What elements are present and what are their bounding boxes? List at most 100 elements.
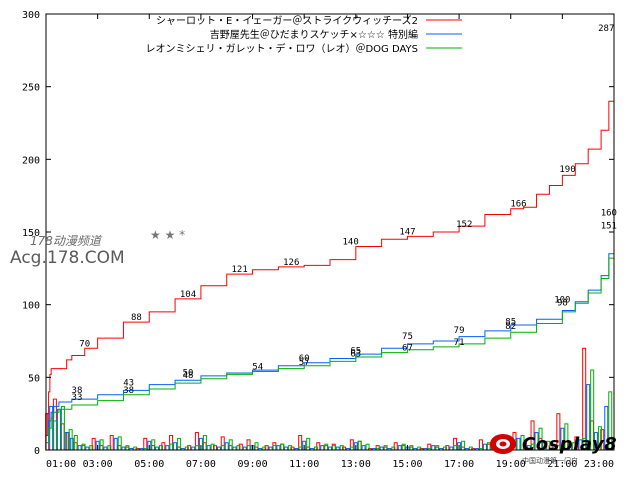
data-label: 190: [559, 165, 575, 175]
histogram-bar-green: [254, 442, 259, 451]
watermark-text-top: 178动漫频道: [30, 234, 101, 248]
histogram-bar-green: [89, 445, 94, 451]
data-label: 38: [123, 386, 134, 396]
histogram-bar-green: [60, 405, 65, 451]
data-label: 85: [505, 317, 516, 327]
y-tick-label: 100: [22, 301, 40, 312]
x-tick-label: 03:00: [83, 459, 113, 470]
x-tick-label: 17:00: [444, 459, 474, 470]
series-line-3: [46, 230, 615, 444]
x-tick-label: 19:00: [496, 459, 526, 470]
histogram-bar-green: [246, 445, 251, 451]
data-label: 152: [456, 220, 472, 230]
y-tick-label: 0: [34, 446, 40, 457]
data-label: 151: [601, 222, 617, 232]
histogram-bar-blue: [77, 445, 82, 451]
histogram-bar-green: [324, 443, 329, 451]
histogram-bar-green: [228, 439, 233, 451]
data-label: 60: [299, 354, 310, 364]
histogram-bar-blue: [165, 445, 170, 451]
data-label: 160: [601, 208, 617, 218]
x-tick-label: 07:00: [186, 459, 216, 470]
data-label: 100: [554, 296, 570, 306]
histogram-bar-blue: [173, 442, 178, 451]
legend-label-1: シャーロット・E・イェーガー＠ストライクウィッチーズ2: [156, 14, 418, 27]
histogram-bar-green: [151, 439, 156, 451]
acg178-watermark: 178动漫频道 ★ ★ * Acg.178.COM: [10, 228, 190, 282]
histogram-bar-green: [409, 445, 414, 451]
series-line-1: [46, 32, 615, 436]
histogram-bar-green: [53, 420, 58, 451]
histogram-bar-blue: [361, 445, 366, 451]
data-label: 140: [343, 238, 359, 248]
histogram-bar-green: [107, 445, 112, 451]
data-label: 82: [505, 322, 516, 332]
data-label: 57: [299, 358, 310, 368]
histogram-bar-green: [220, 445, 225, 451]
legend-label-3: レオンミシェリ・ガレット・デ・ロワ（レオ）＠DOG DAYS: [145, 42, 418, 55]
histogram-bar-green: [453, 445, 458, 451]
data-label: 50: [183, 368, 194, 378]
data-label: 71: [454, 338, 465, 348]
legend: シャーロット・E・イェーガー＠ストライクウィッチーズ2吉野屋先生＠ひだまりスケッ…: [145, 14, 462, 55]
star-icon: ★ ★ *: [150, 228, 186, 242]
histogram-bar-green: [99, 439, 104, 451]
histogram-bar-green: [461, 440, 466, 451]
histogram-bar-green: [125, 445, 130, 451]
histogram-bar-green: [159, 445, 164, 451]
x-tick-label: 05:00: [134, 459, 164, 470]
data-label: 121: [232, 265, 248, 275]
data-label: 126: [283, 258, 299, 268]
data-label: 287: [598, 24, 614, 34]
x-tick-label: 01:00: [46, 459, 76, 470]
data-label: 88: [131, 313, 142, 323]
watermark-text-bottom: Acg.178.COM: [10, 248, 125, 268]
x-tick-label: 23:00: [584, 459, 614, 470]
histogram-bar-green: [383, 445, 388, 451]
cosplay8-watermark: Cosplay8 中国动漫第一门户: [484, 428, 634, 474]
histogram-bar-green: [435, 445, 440, 451]
histogram-bar-green: [332, 445, 336, 451]
histogram-bar-blue: [56, 408, 61, 451]
histogram-bar-blue: [206, 445, 211, 451]
data-label: 79: [454, 326, 465, 336]
histogram-bar-green: [401, 443, 406, 451]
histogram-bar-blue: [224, 442, 229, 451]
watermark-brand: Cosplay8: [522, 434, 618, 455]
data-label: 65: [350, 347, 361, 357]
histogram-bar-blue: [397, 445, 402, 451]
x-tick-label: 09:00: [237, 459, 267, 470]
data-label: 75: [402, 332, 413, 342]
histogram-bar-green: [195, 445, 200, 451]
histogram-bar-blue: [276, 445, 281, 451]
histogram-bar-green: [306, 437, 311, 451]
histogram-bar-green: [81, 443, 86, 451]
data-labels: 7088104121126140147152166190287384350546…: [72, 24, 617, 403]
histogram-bar-green: [357, 440, 362, 451]
data-label: 70: [79, 339, 90, 349]
x-tick-label: 15:00: [392, 459, 422, 470]
watermark-tagline: 中国动漫第一门户: [522, 457, 578, 465]
histogram-bar-green: [210, 443, 215, 451]
data-label: 54: [252, 363, 263, 373]
legend-label-2: 吉野屋先生＠ひだまりスケッチ×☆☆☆ 特別編: [210, 28, 418, 41]
x-tick-label: 13:00: [341, 459, 371, 470]
data-label: 147: [399, 227, 415, 237]
y-tick-label: 300: [22, 10, 40, 21]
histogram-bar-green: [177, 437, 182, 451]
series-lines: [46, 32, 615, 444]
histogram-bar-green: [365, 443, 370, 451]
histogram-bar-blue: [113, 437, 118, 451]
histogram-bar-blue: [320, 445, 325, 451]
histogram-bar-green: [339, 445, 344, 451]
histogram-bar-green: [236, 445, 241, 451]
x-tick-label: 11:00: [289, 459, 319, 470]
data-label: 166: [510, 200, 526, 210]
y-tick-label: 250: [22, 83, 40, 94]
data-label: 98: [557, 299, 568, 309]
data-label: 43: [123, 379, 134, 389]
data-label: 67: [402, 344, 413, 354]
histogram-bar-green: [272, 445, 277, 451]
